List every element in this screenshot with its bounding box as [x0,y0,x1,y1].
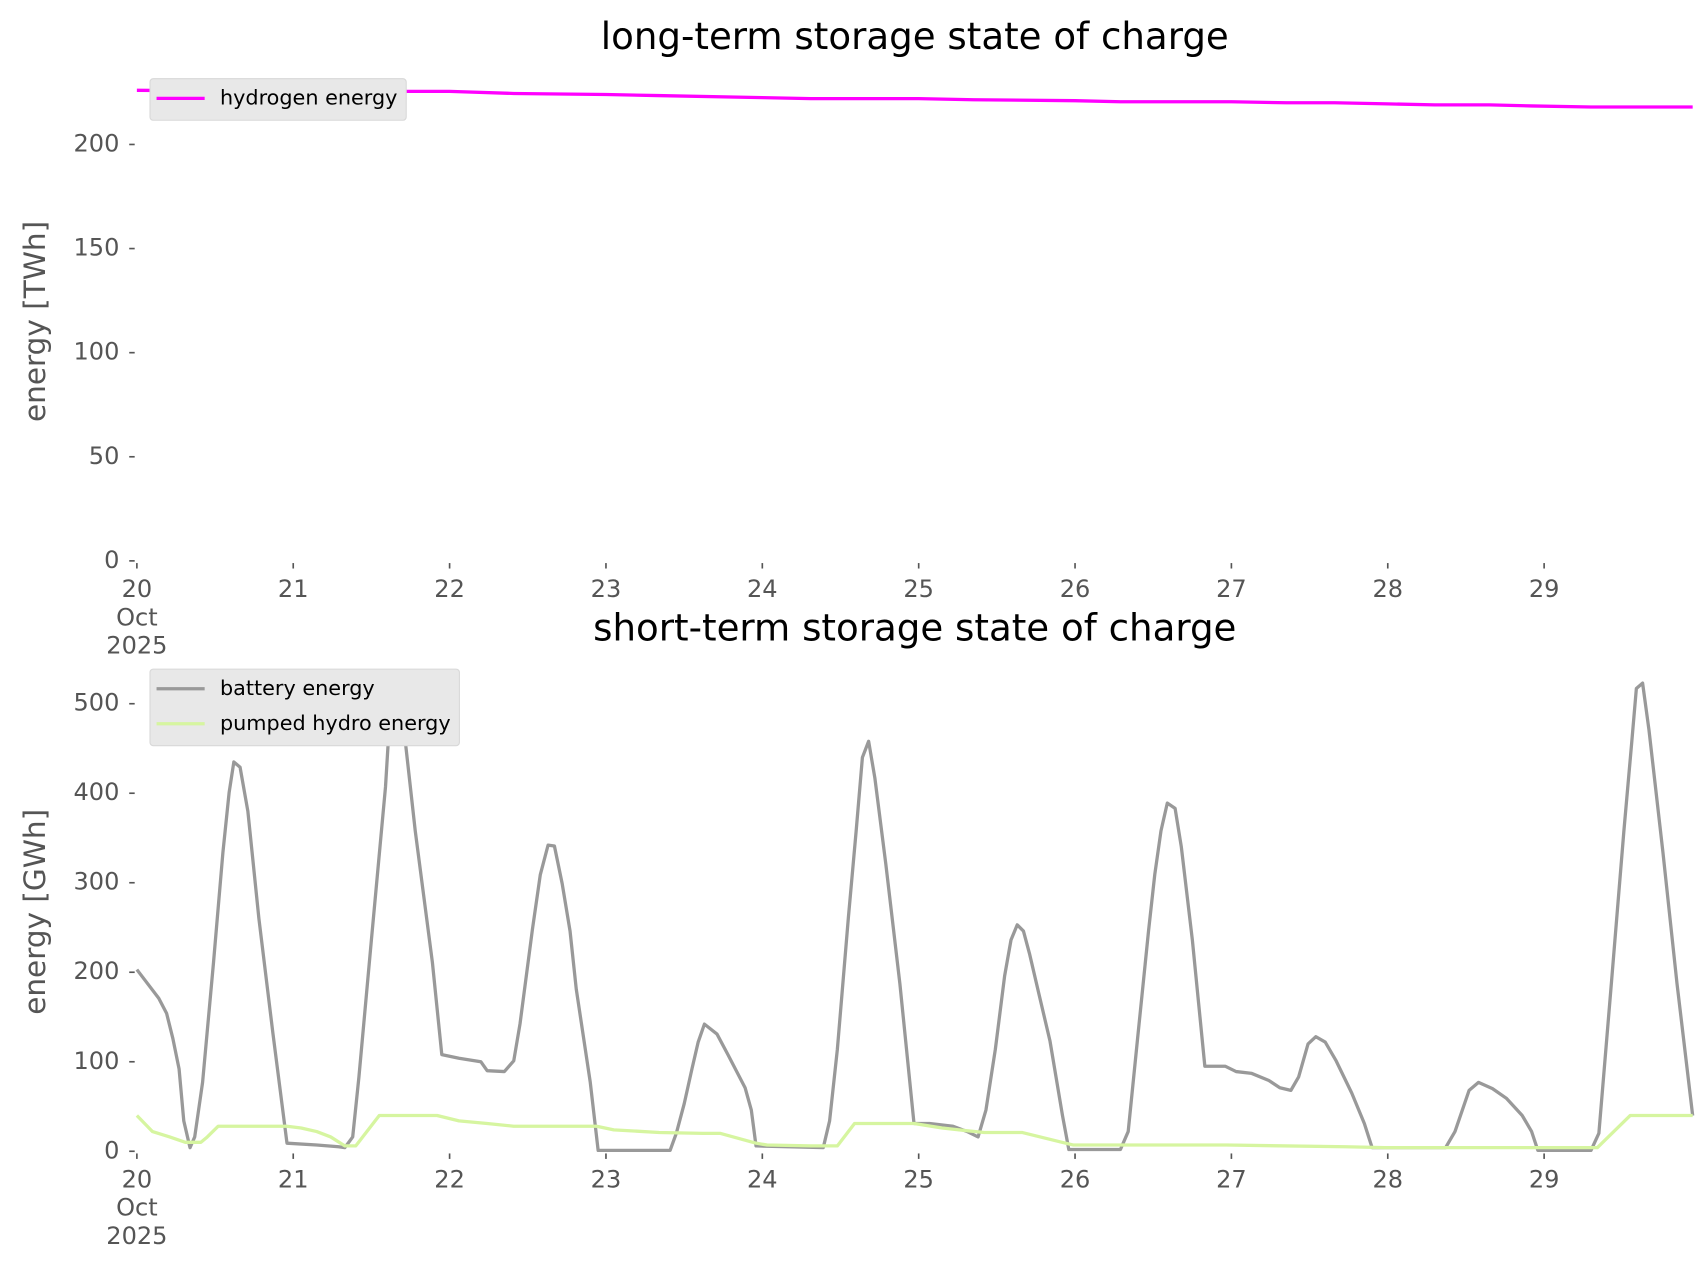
x-tick-label: 26 [1060,1165,1091,1193]
x-tick-label: 28 [1372,1165,1403,1193]
x-tick-label: 27 [1216,575,1247,603]
legend-label: battery energy [220,676,375,700]
y-tick-label: 150 [73,234,119,262]
x-tick-label: 26 [1060,575,1091,603]
x-tick-label: 24 [747,1165,778,1193]
y-tick-label: 300 [73,868,119,896]
y-tick-label: 200 [73,957,119,985]
x-tick-label: 22 [434,575,465,603]
y-tick-label: 400 [73,778,119,806]
x-tick-label: 25 [903,1165,934,1193]
series-line [136,88,1693,109]
x-tick-label: 24 [747,575,778,603]
legend-box [149,668,460,747]
y-tick-label: 0 [104,1136,119,1164]
y-tick-label: 100 [73,1047,119,1075]
x-tick-label: 23 [591,1165,622,1193]
legend-box [149,78,407,121]
y-tick-label: 100 [73,338,119,366]
chart-title: short-term storage state of charge [593,605,1236,649]
x-tick-label: 29 [1529,575,1560,603]
legend: hydrogen energy [149,78,407,121]
x-tick-label: 28 [1372,575,1403,603]
legend: battery energy pumped hydro energy [149,668,460,747]
x-tick-label: 25 [903,575,934,603]
chart-title: long-term storage state of charge [601,14,1229,58]
y-tick-label: 50 [89,442,120,470]
y-tick-label: 0 [104,546,119,574]
x-tick-label: 29 [1529,1165,1560,1193]
x-tick-label: 20 Oct 2025 [106,575,167,660]
x-tick-label: 20 Oct 2025 [106,1165,167,1250]
series-line [135,678,1695,1153]
series-line [135,1113,1693,1150]
y-axis-label: energy [GWh] [18,809,52,1015]
x-tick-label: 22 [434,1165,465,1193]
x-tick-label: 21 [278,575,309,603]
legend-label: pumped hydro energy [220,711,451,735]
legend-label: hydrogen energy [220,85,397,109]
y-tick-label: 500 [73,689,119,717]
y-axis-label: energy [TWh] [18,221,52,422]
x-tick-label: 21 [278,1165,309,1193]
x-tick-label: 23 [591,575,622,603]
x-tick-label: 27 [1216,1165,1247,1193]
y-tick-label: 200 [73,129,119,157]
